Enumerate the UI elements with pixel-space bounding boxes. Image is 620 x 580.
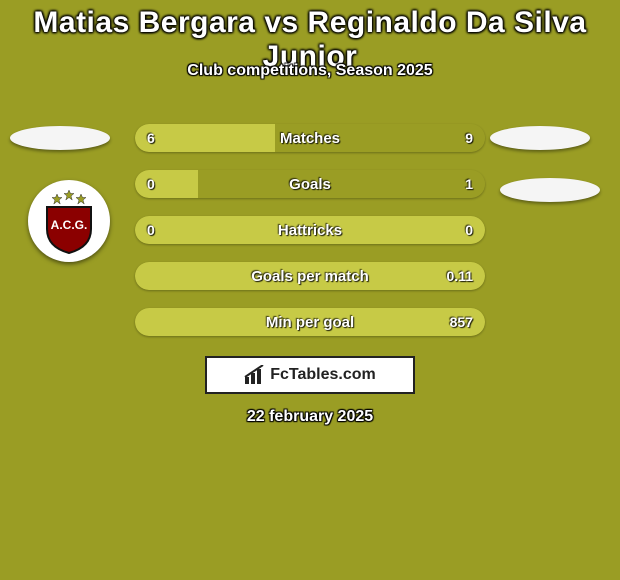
brand-text: FcTables.com: [270, 366, 376, 384]
bars-chart-icon: [244, 365, 266, 385]
svg-text:A.C.G.: A.C.G.: [51, 218, 88, 232]
club-badge-acg: A.C.G.: [28, 180, 110, 262]
comparison-infographic: Matias Bergara vs Reginaldo Da Silva Jun…: [0, 0, 620, 580]
stat-left-value: 0: [147, 170, 155, 198]
stat-left-value: 6: [147, 124, 155, 152]
stat-row: Goals0 1: [135, 170, 485, 198]
stat-label: Hattricks: [135, 216, 485, 244]
stat-label: Matches: [135, 124, 485, 152]
stat-row: Hattricks0 0: [135, 216, 485, 244]
subtitle: Club competitions, Season 2025: [0, 62, 620, 80]
stat-label: Min per goal: [135, 308, 485, 336]
right-mid-ellipse: [500, 178, 600, 202]
stat-right-value: 0: [465, 216, 473, 244]
club-shield-icon: A.C.G.: [33, 185, 105, 257]
stat-row: Goals per match0.11: [135, 262, 485, 290]
stat-right-value: 857: [450, 308, 473, 336]
stat-right-value: 9: [465, 124, 473, 152]
stat-row: Min per goal857: [135, 308, 485, 336]
stat-label: Goals: [135, 170, 485, 198]
stat-row: Matches6 9: [135, 124, 485, 152]
date-line: 22 february 2025: [0, 408, 620, 426]
stat-right-value: 0.11: [447, 262, 473, 290]
stat-right-value: 1: [465, 170, 473, 198]
right-top-ellipse: [490, 126, 590, 150]
stat-label: Goals per match: [135, 262, 485, 290]
stat-left-value: 0: [147, 216, 155, 244]
brand-box: FcTables.com: [205, 356, 415, 394]
left-top-ellipse: [10, 126, 110, 150]
